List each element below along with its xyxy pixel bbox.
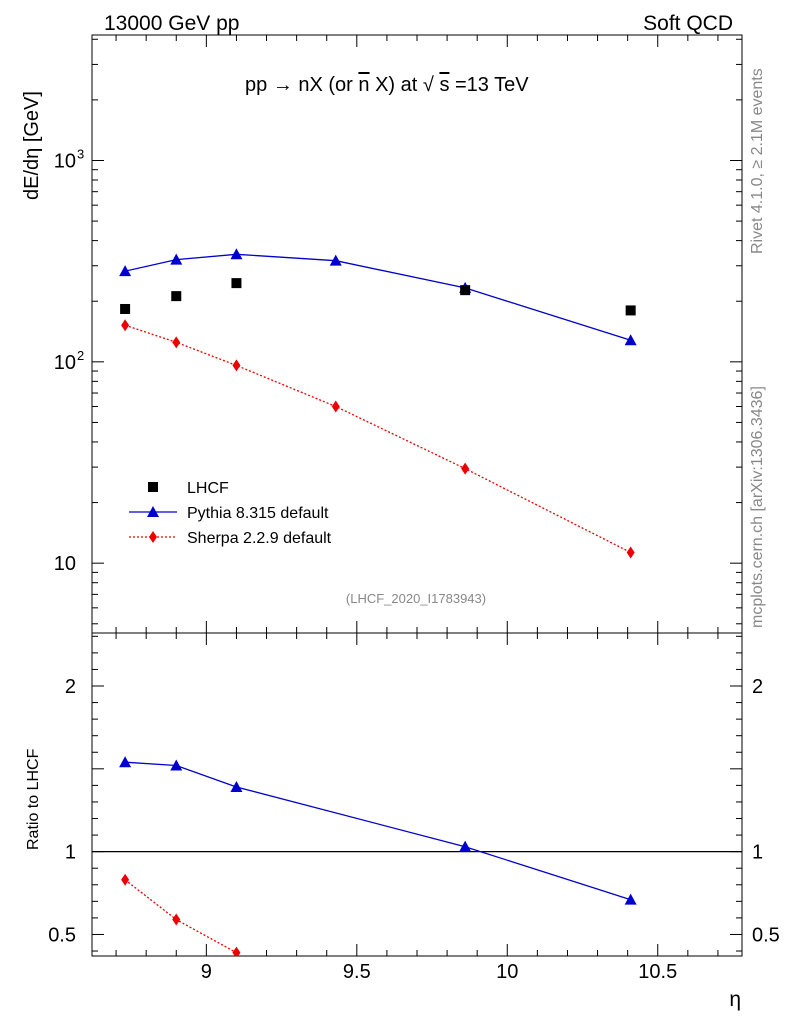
main-pythia-point	[170, 253, 183, 265]
ratio-axis-ticks: 9 9.5 10 10.5 0.5 0.5 1 1 2 2	[48, 633, 780, 983]
main-lhcf-point	[171, 291, 182, 302]
mcplots-label: mcplots.cern.ch [arXiv:1306.3436]	[749, 386, 766, 628]
main-pythia-line	[124, 253, 631, 341]
ratio-sherpa-point	[232, 946, 241, 956]
main-sherpa-line	[124, 324, 631, 554]
ratio-pythia-point	[624, 893, 637, 905]
process-title-s: s	[439, 74, 449, 96]
ratio-panel-frame	[91, 632, 743, 957]
ratio-ytick-label-left: 2	[65, 676, 76, 698]
main-ytick-exponent: 2	[77, 348, 84, 363]
x-axis-label: η	[729, 988, 741, 1011]
ratio-ytick-label-left: 1	[65, 842, 76, 864]
main-sherpa-point	[232, 359, 241, 372]
process-title-post: =13 TeV	[455, 74, 529, 96]
legend-lhcf-label: LHCF	[187, 480, 229, 497]
main-ytick-exponent: 3	[77, 146, 84, 161]
ratio-sherpa-point	[172, 913, 181, 926]
process-title-arrow: →	[273, 74, 293, 96]
main-series	[119, 248, 637, 559]
main-sherpa-point	[172, 336, 181, 349]
main-ytick-label: 10	[54, 352, 76, 374]
main-lhcf-point	[625, 305, 636, 316]
ratio-ytick-label-left: 0.5	[48, 924, 76, 946]
ratio-pythia-line	[125, 761, 631, 901]
main-sherpa-point	[121, 319, 130, 332]
main-lhcf-point	[231, 278, 242, 289]
process-title-pre: pp	[245, 74, 273, 96]
ratio-sherpa-point	[121, 873, 130, 886]
process-title-main: nX (or	[298, 74, 358, 96]
ratio-ytick-label-right: 0.5	[752, 924, 780, 946]
legend-lhcf-marker	[148, 482, 158, 492]
x-tick-label: 10.5	[638, 961, 677, 983]
process-title: pp → nX (or n X) at √ s =13 TeV	[245, 74, 529, 96]
main-pythia-point	[119, 265, 132, 277]
main-ytick-label: 10	[54, 553, 76, 575]
process-title-sqrt: √	[423, 74, 434, 96]
main-sherpa-point	[331, 400, 340, 413]
main-lhcf-point	[120, 303, 131, 314]
main-ytick-label: 10	[54, 150, 76, 172]
legend: LHCF Pythia 8.315 default Sherpa 2.2.9 def…	[129, 480, 332, 547]
process-title-mid: X) at	[375, 74, 423, 96]
legend-sherpa-marker	[149, 531, 157, 543]
ratio-sherpa-line	[124, 879, 237, 954]
analysis-id: (LHCF_2020_I1783943)	[346, 591, 486, 606]
main-lhcf-point	[460, 285, 471, 296]
main-ylabel: dE/dη [GeV]	[21, 91, 43, 200]
ratio-ylabel: Ratio to LHCF	[25, 748, 42, 850]
ratio-pythia-point	[459, 840, 472, 852]
ratio-ytick-label-right: 1	[752, 842, 763, 864]
rivet-version-label: Rivet 4.1.0, ≥ 2.1M events	[749, 68, 766, 254]
x-tick-label: 9.5	[343, 961, 371, 983]
ratio-series	[119, 756, 637, 956]
ratio-pythia-point	[170, 759, 183, 771]
header-right: Soft QCD	[643, 12, 733, 35]
header-left: 13000 GeV pp	[104, 12, 239, 35]
ratio-ytick-label-right: 2	[752, 676, 763, 698]
x-tick-label: 9	[201, 961, 212, 983]
process-title-nbar: n	[358, 74, 369, 96]
legend-pythia-label: Pythia 8.315 default	[187, 505, 329, 522]
x-tick-label: 10	[496, 961, 518, 983]
main-pythia-point	[329, 254, 342, 266]
main-sherpa-point	[461, 462, 470, 475]
main-pythia-point	[230, 248, 243, 260]
legend-sherpa-label: Sherpa 2.2.9 default	[187, 530, 332, 547]
main-pythia-point	[624, 334, 637, 346]
ratio-pythia-point	[119, 756, 132, 768]
main-sherpa-point	[626, 546, 635, 559]
ratio-pythia-point	[230, 781, 243, 793]
legend-pythia-marker	[147, 506, 159, 517]
